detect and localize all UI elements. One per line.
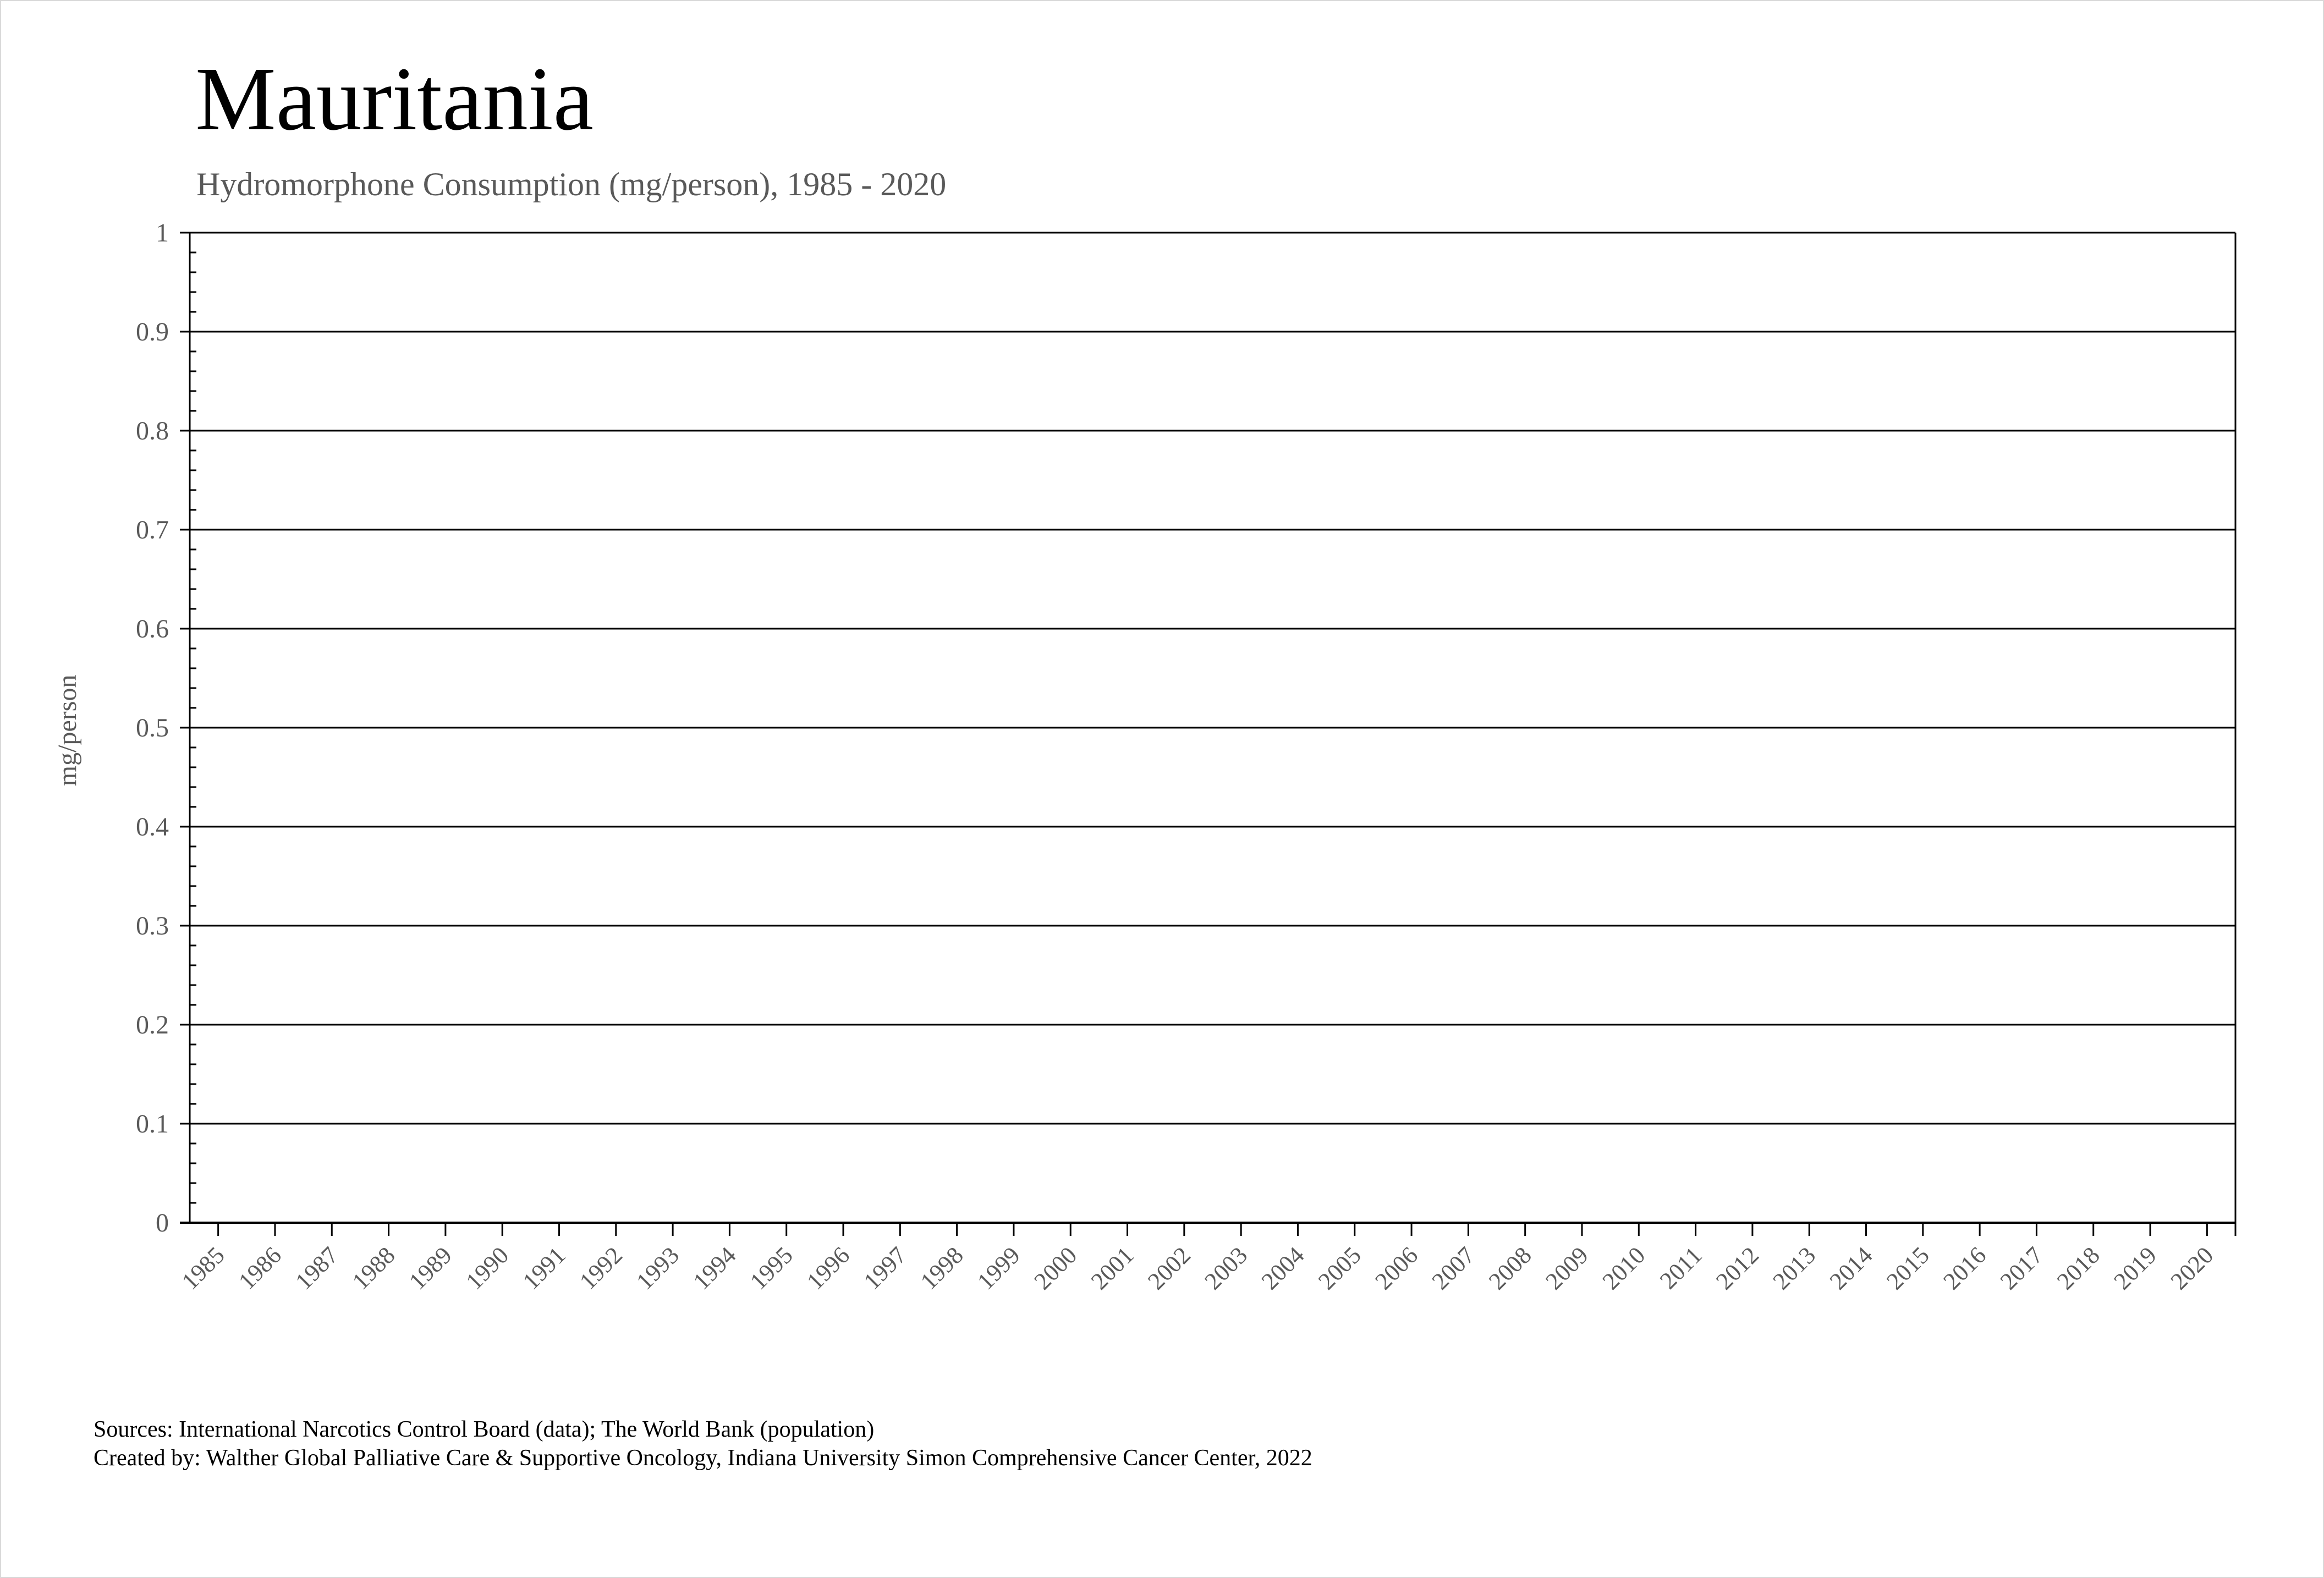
x-tick-label: 2016 bbox=[1938, 1241, 1991, 1295]
y-axis: 0 0.1 0.2 0.3 0.4 0.5 0.6 0.7 0.8 0.9 1 bbox=[136, 218, 2237, 1238]
x-tick-label: 1991 bbox=[518, 1241, 571, 1295]
x-tick-label: 2001 bbox=[1086, 1241, 1139, 1295]
x-tick-label: 2002 bbox=[1142, 1241, 1196, 1295]
y-tick-label: 0.1 bbox=[136, 1109, 169, 1139]
x-axis: 1985 1986 1987 1988 1989 1990 1991 1992 1993 1994… bbox=[177, 1222, 2237, 1295]
x-tick-label: 2000 bbox=[1029, 1241, 1082, 1295]
x-tick-label: 2019 bbox=[2108, 1241, 2162, 1295]
x-tick-label: 2008 bbox=[1484, 1241, 1537, 1295]
x-tick-label: 2015 bbox=[1881, 1241, 1935, 1295]
x-tick-label: 1987 bbox=[290, 1241, 343, 1295]
y-tick-label: 0.8 bbox=[136, 416, 169, 446]
gridlines bbox=[180, 232, 2235, 1224]
y-tick-label: 0.5 bbox=[136, 713, 169, 743]
x-tick-label: 1993 bbox=[631, 1241, 684, 1295]
x-tick-label: 2003 bbox=[1199, 1241, 1252, 1295]
chart-subtitle: Hydromorphone Consumption (mg/person), 1… bbox=[196, 166, 946, 202]
y-tick-label: 0.9 bbox=[136, 317, 169, 347]
x-tick-label: 2020 bbox=[2166, 1241, 2219, 1295]
x-tick-label: 1985 bbox=[177, 1241, 230, 1295]
y-tick-label: 0.4 bbox=[136, 812, 169, 842]
x-tick-label: 1999 bbox=[972, 1241, 1025, 1295]
x-tick-label: 1990 bbox=[460, 1241, 514, 1295]
x-tick-label: 2018 bbox=[2052, 1241, 2105, 1295]
y-axis-label: mg/person bbox=[53, 675, 82, 787]
y-tick-label: 0 bbox=[156, 1208, 169, 1238]
x-tick-label: 2012 bbox=[1711, 1241, 1764, 1295]
x-tick-label: 2017 bbox=[1995, 1241, 2048, 1295]
footer-sources: Sources: International Narcotics Control… bbox=[94, 1417, 874, 1442]
x-tick-label: 2006 bbox=[1370, 1241, 1423, 1295]
chart-title: Mauritania bbox=[195, 48, 594, 149]
x-tick-label: 2007 bbox=[1427, 1241, 1480, 1295]
y-tick-label: 1 bbox=[156, 218, 169, 248]
x-tick-label: 2011 bbox=[1655, 1241, 1707, 1294]
x-tick-label: 2013 bbox=[1767, 1241, 1821, 1295]
y-tick-label: 0.2 bbox=[136, 1010, 169, 1040]
x-tick-label: 2004 bbox=[1256, 1241, 1310, 1295]
x-tick-label: 1997 bbox=[859, 1241, 912, 1295]
footer-created-by: Created by: Walther Global Palliative Ca… bbox=[94, 1445, 1312, 1471]
x-tick-label: 2010 bbox=[1597, 1241, 1650, 1295]
x-tick-label: 2009 bbox=[1540, 1241, 1594, 1295]
x-tick-label: 1995 bbox=[745, 1241, 798, 1295]
x-tick-label: 1986 bbox=[233, 1241, 287, 1295]
x-tick-label: 1998 bbox=[915, 1241, 969, 1295]
x-tick-label: 1992 bbox=[574, 1241, 628, 1295]
x-tick-label: 1994 bbox=[688, 1241, 741, 1295]
x-tick-label: 1996 bbox=[801, 1241, 855, 1295]
x-tick-label: 1988 bbox=[347, 1241, 400, 1295]
y-tick-label: 0.6 bbox=[136, 614, 169, 644]
x-tick-label: 1989 bbox=[404, 1241, 457, 1295]
y-tick-label: 0.3 bbox=[136, 911, 169, 941]
x-tick-label: 2014 bbox=[1825, 1241, 1878, 1295]
x-tick-label: 2005 bbox=[1313, 1241, 1366, 1295]
y-tick-label: 0.7 bbox=[136, 515, 169, 545]
